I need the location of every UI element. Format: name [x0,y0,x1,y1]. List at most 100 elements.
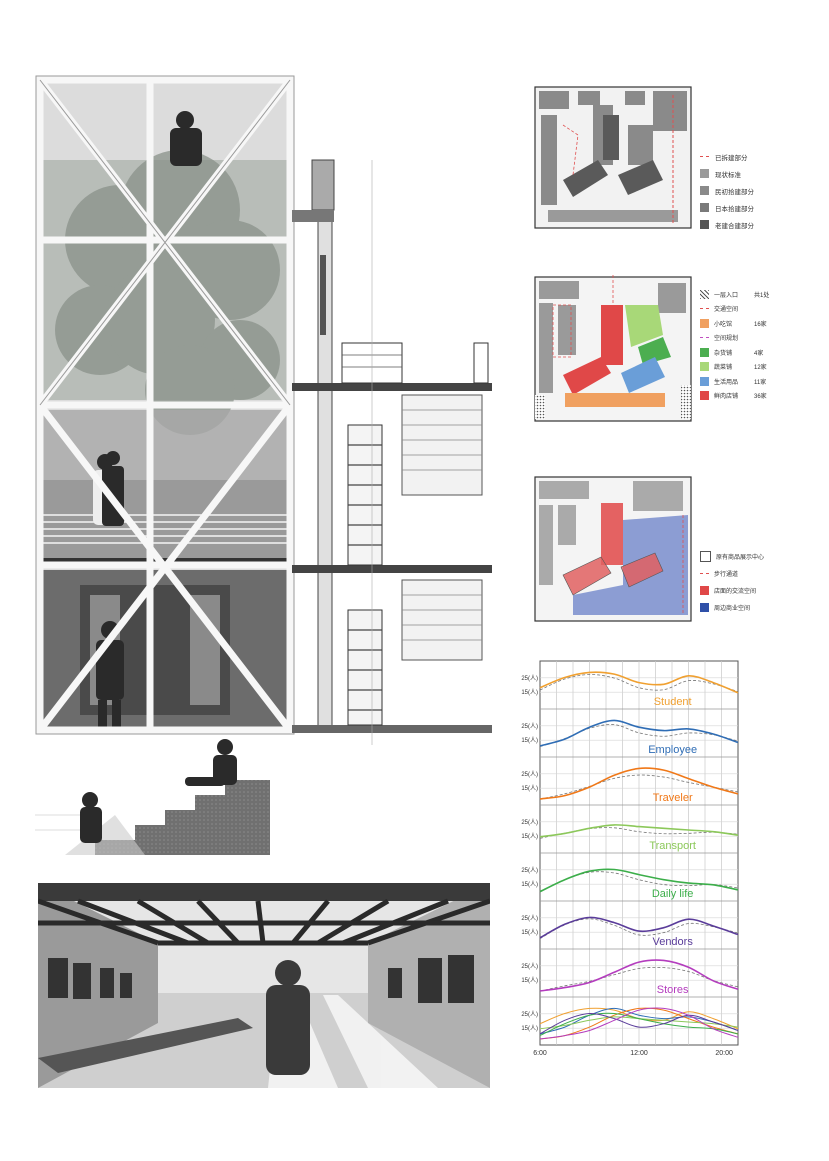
legend-swatch [700,203,709,212]
legend-1-item: 现状标准 [700,165,810,182]
legend-2-label: 生活用品 [714,379,739,386]
legend-1-label: 现状标准 [715,171,741,179]
legend-2-label: 杂货铺 [714,350,733,357]
legend-1-label: 民初拾建部分 [715,188,754,196]
series-label: Daily life [652,888,694,900]
legend-3-label: 原有商品展示中心 [716,555,765,561]
legend-1-item: 日本拾建部分 [700,199,810,216]
series-label: Student [654,696,692,708]
series-line-transport [539,824,739,838]
series-line-student [539,671,739,694]
legend-1-item: 老建合建部分 [700,216,810,233]
legend-3-label: 店面的交流空间 [714,589,757,595]
y-tick-label: 25(人) [521,723,538,730]
y-tick-label: 25(人) [521,675,538,682]
legend-swatch [700,551,711,562]
legend-2-item: 生活用品 11家 [700,374,820,389]
series-line-daily-life [539,868,739,893]
legend-2: 一层入口 共1处 交通空间 小吃馆 16家 空间规划 杂货铺 4家 蔬菜铺 12… [700,287,820,403]
market-hall-interior-illustration [38,883,490,1088]
legend-2-item: 一层入口 共1处 [700,287,820,302]
y-tick-label: 15(人) [521,785,538,792]
legend-swatch [700,318,709,328]
y-tick-label: 15(人) [521,881,538,888]
combined-series-line [539,1012,739,1035]
series-line-vendors [539,916,739,939]
legend-dash-swatch [700,156,709,157]
series-line-stores [539,959,739,992]
series-label: Transport [649,840,696,852]
y-tick-label: 25(人) [521,819,538,826]
series-line-traveler [539,767,739,800]
legend-2-value: 共1处 [754,292,770,299]
x-tick-label: 12:00 [630,1050,648,1057]
legend-2-label: 鲜肉店铺 [714,394,739,401]
legend-3-label: 周边商业空间 [714,606,751,612]
y-tick-label: 25(人) [521,1011,538,1018]
legend-1-label: 日本拾建部分 [715,205,754,213]
legend-2-item: 蔬菜铺 12家 [700,360,820,375]
legend-dash-swatch [700,573,709,574]
legend-3-label: 步行通道 [714,572,739,578]
series-label: Employee [648,744,697,756]
legend-2-value: 4家 [754,350,764,357]
y-tick-label: 15(人) [521,1025,538,1032]
legend-swatch [700,186,709,195]
legend-swatch [700,347,709,357]
legend-3-item: 店面的交流空间 [700,582,820,599]
series-label: Traveler [653,792,693,804]
legend-swatch [700,586,709,595]
legend-swatch [700,169,709,178]
legend-1-label: 老建合建部分 [715,222,754,230]
floor-plan-2 [534,275,692,422]
y-tick-label: 15(人) [521,977,538,984]
floor-plan-1 [534,86,692,229]
legend-1-item: 已拆建部分 [700,148,810,165]
legend-hatch-swatch [700,289,709,299]
series-reference-line [539,774,739,800]
combined-series-line [539,1007,739,1040]
y-tick-label: 25(人) [521,963,538,970]
legend-1: 已拆建部分 现状标准 民初拾建部分 日本拾建部分 老建合建部分 [700,148,810,233]
y-tick-label: 15(人) [521,689,538,696]
legend-swatch [700,362,709,372]
y-tick-label: 15(人) [521,833,538,840]
legend-3: 原有商品展示中心 步行通道 店面的交流空间 周边商业空间 [700,548,820,616]
x-tick-label: 20:00 [715,1050,733,1057]
legend-2-value: 16家 [754,321,767,328]
y-tick-label: 25(人) [521,771,538,778]
legend-2-label: 小吃馆 [714,321,733,328]
series-reference-line [539,966,739,992]
legend-2-label: 空间规划 [714,336,739,343]
legend-2-item: 交通空间 [700,302,820,317]
legend-1-item: 民初拾建部分 [700,182,810,199]
legend-2-item: 杂货铺 4家 [700,345,820,360]
legend-3-item: 步行通道 [700,565,820,582]
facade-elevation-illustration [35,75,295,735]
series-label: Vendors [652,936,693,948]
legend-2-value: 12家 [754,365,767,372]
seating-steps-illustration [35,739,270,855]
legend-3-item: 周边商业空间 [700,599,820,616]
legend-1-label: 已拆建部分 [715,154,748,162]
legend-swatch [700,376,709,386]
building-section-drawing [292,159,492,745]
legend-2-label: 交通空间 [714,307,739,314]
legend-dash-swatch [700,308,709,310]
legend-3-item: 原有商品展示中心 [700,548,820,565]
legend-2-label: 一层入口 [714,292,739,299]
legend-2-item: 小吃馆 16家 [700,316,820,331]
legend-swatch [700,220,709,229]
legend-swatch [700,391,709,401]
combined-series-line [539,1012,739,1037]
legend-2-value: 11家 [754,379,767,386]
legend-swatch [700,603,709,612]
series-label: Stores [657,984,689,996]
legend-2-value: 36家 [754,394,767,401]
series-line-employee [539,719,739,747]
activity-time-chart: 25(人) 15(人) Student 25(人) 15(人) Employee 25(人)… [521,660,739,1057]
series-reference-line [539,724,739,748]
y-tick-label: 25(人) [521,867,538,874]
legend-dash-swatch [700,337,709,339]
y-tick-label: 15(人) [521,737,538,744]
